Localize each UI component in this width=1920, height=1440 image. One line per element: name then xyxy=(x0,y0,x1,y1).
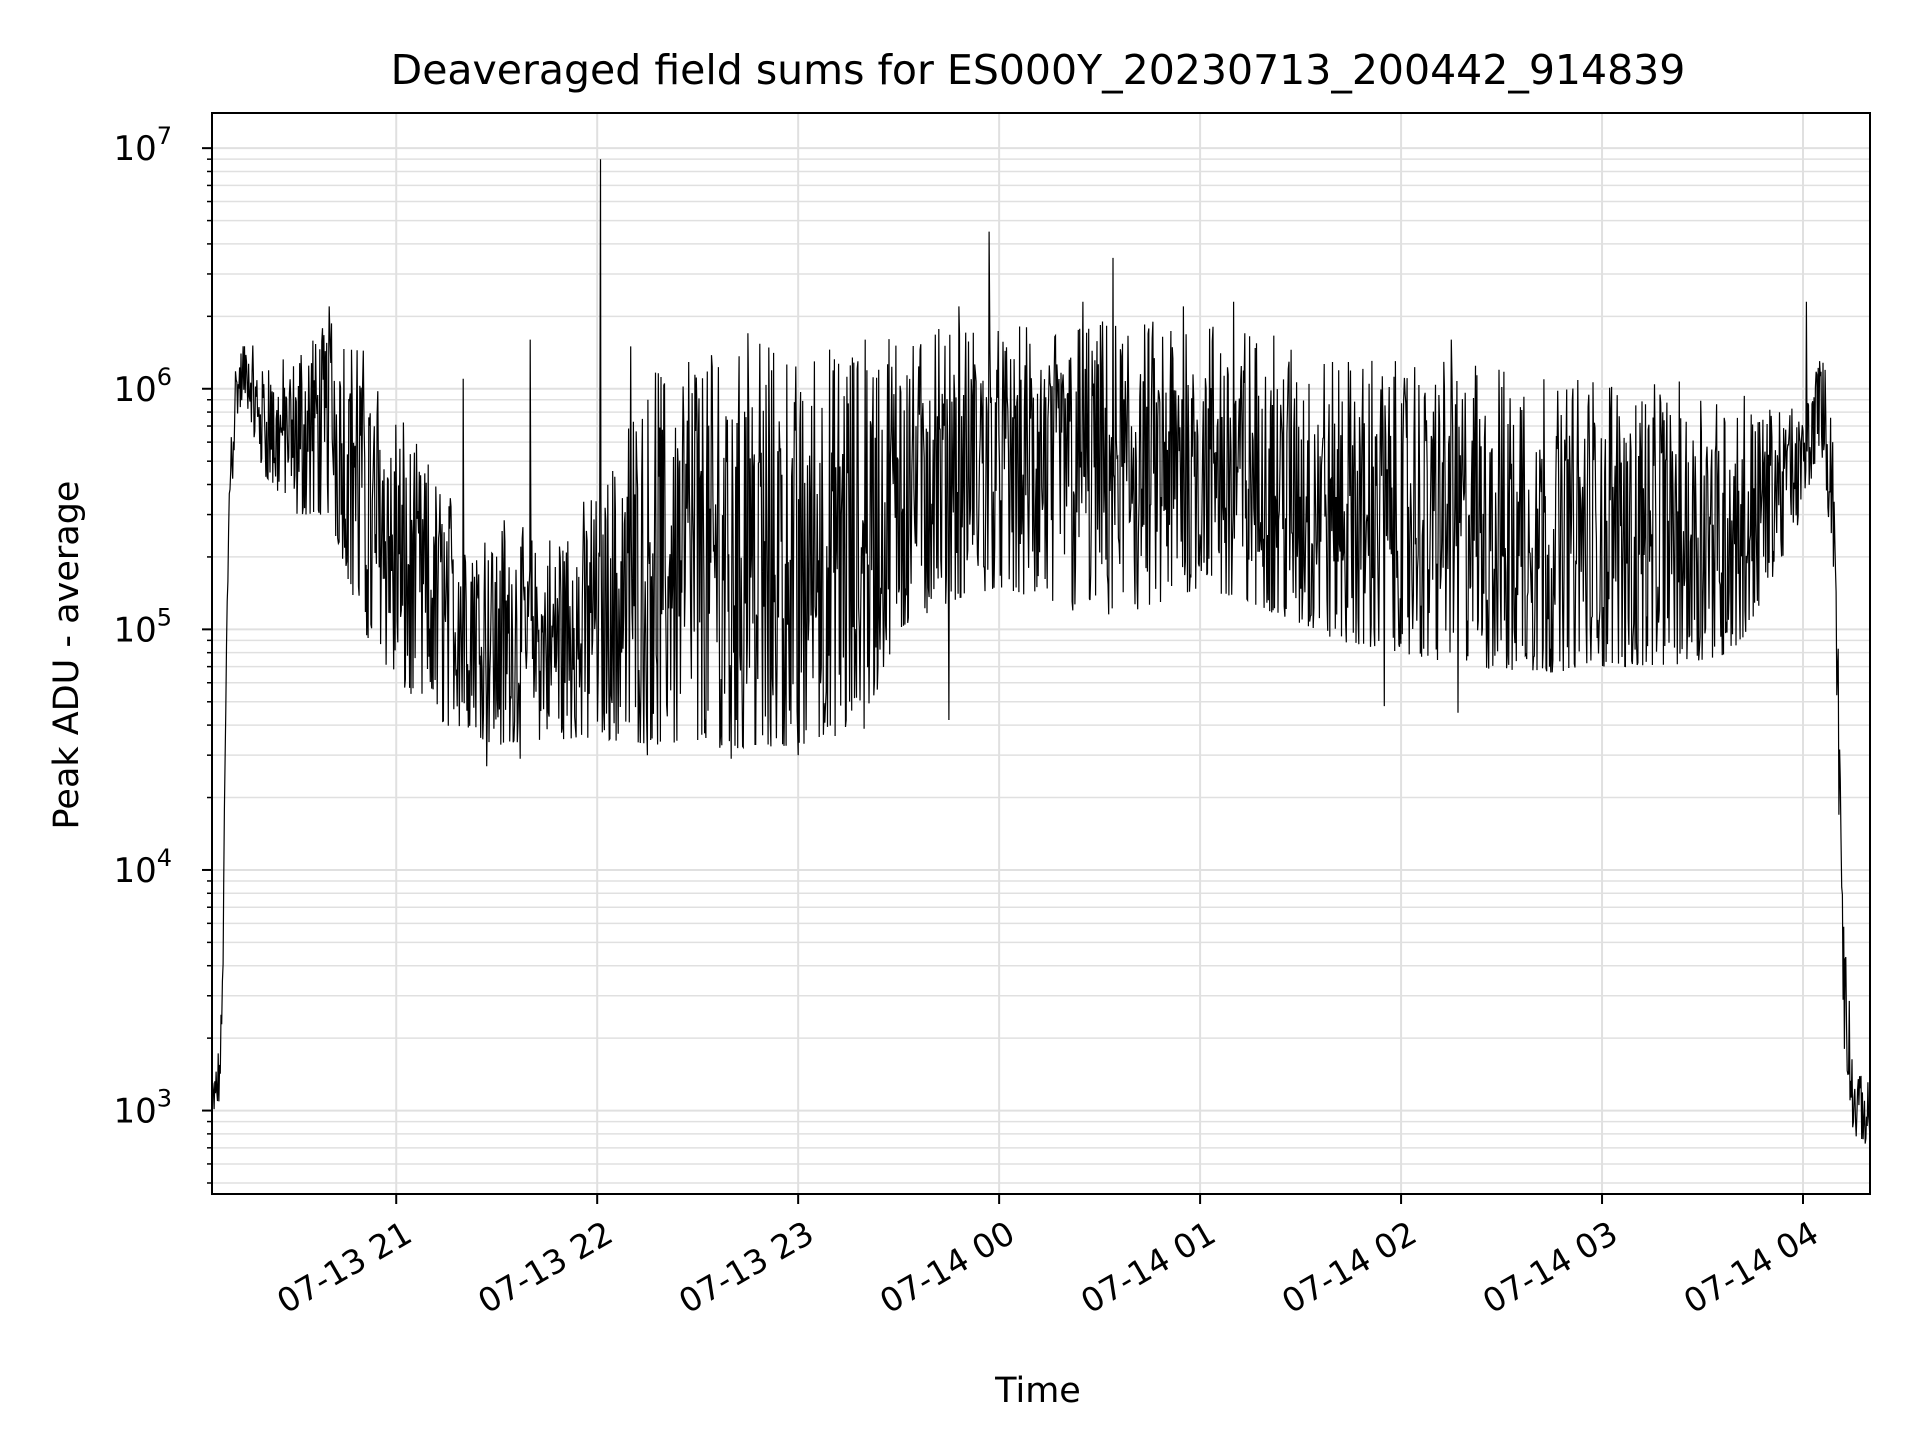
y-tick-exponent: 5 xyxy=(157,603,172,631)
x-tick-label: 07-13 23 xyxy=(672,1213,820,1321)
y-tick-base: 10 xyxy=(113,610,156,650)
x-tick-label: 07-13 21 xyxy=(270,1213,418,1321)
y-tick-base: 10 xyxy=(113,1092,156,1132)
x-tick-label: 07-14 04 xyxy=(1677,1213,1825,1321)
y-tick-label: 106 xyxy=(113,363,172,410)
x-tick-label: 07-14 03 xyxy=(1476,1213,1624,1321)
chart-title: Deaveraged field sums for ES000Y_2023071… xyxy=(391,46,1686,94)
y-tick-label: 107 xyxy=(113,122,172,169)
y-tick-exponent: 7 xyxy=(157,122,172,150)
grid-layer xyxy=(212,113,1870,1194)
plot-frame xyxy=(211,112,1871,1195)
x-axis: 07-13 21 07-13 22 07-13 23 07-14 00 07-14 01… xyxy=(270,1194,1825,1321)
y-tick-base: 10 xyxy=(113,370,156,410)
x-tick-label: 07-14 02 xyxy=(1275,1213,1423,1321)
y-tick-base: 10 xyxy=(113,129,156,169)
x-tick-label: 07-14 01 xyxy=(1074,1213,1222,1321)
data-series-line xyxy=(211,159,1871,1144)
x-tick-label: 07-13 22 xyxy=(471,1213,619,1321)
x-tick-label: 07-14 00 xyxy=(873,1213,1021,1321)
y-axis-label: Peak ADU - average xyxy=(47,481,87,830)
y-tick-label: 105 xyxy=(113,603,172,650)
y-tick-exponent: 6 xyxy=(157,363,172,391)
y-tick-base: 10 xyxy=(113,851,156,891)
x-axis-label: Time xyxy=(994,1371,1081,1411)
y-tick-label: 103 xyxy=(113,1085,172,1132)
y-tick-exponent: 4 xyxy=(157,844,172,872)
series-layer xyxy=(211,159,1871,1144)
y-tick-label: 104 xyxy=(113,844,172,891)
y-tick-exponent: 3 xyxy=(157,1085,172,1113)
